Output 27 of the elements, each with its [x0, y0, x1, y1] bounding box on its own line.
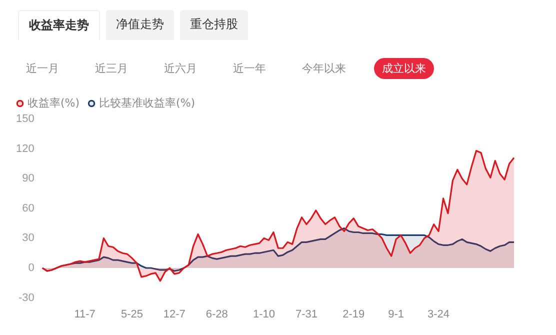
y-tick-label: 150 — [16, 113, 34, 126]
y-tick-label: 120 — [16, 142, 34, 155]
x-tick-label: 1-10 — [253, 308, 276, 320]
x-tick-label: 7-31 — [295, 308, 318, 320]
legend-label: 收益率(%) — [28, 96, 80, 110]
x-tick-label: 12-7 — [163, 308, 186, 320]
y-tick-label: 90 — [22, 172, 34, 185]
text: 重仓持股 — [180, 10, 248, 40]
x-tick-label: 2-19 — [342, 308, 365, 320]
text: 近一年 — [232, 61, 267, 77]
y-tick-label: 60 — [22, 202, 34, 214]
x-tick-label: 3-24 — [428, 308, 450, 320]
text: 今年以来 — [301, 61, 347, 77]
text: 近一月 — [25, 61, 60, 77]
text: 近六月 — [163, 61, 198, 77]
x-tick-label: 11-7 — [74, 308, 96, 320]
x-tick-label: 6-28 — [206, 308, 228, 320]
text: 成立以来 — [374, 58, 434, 79]
legend-label: 比较基准收益率(%) — [99, 96, 196, 110]
y-tick-label: -30 — [18, 292, 34, 304]
x-tick-label: 9-1 — [388, 308, 404, 320]
x-tick-label: 5-25 — [120, 308, 143, 320]
y-tick-label: 0 — [28, 262, 34, 274]
text: 收益率走势 — [18, 10, 100, 40]
text: 净值走势 — [106, 10, 174, 40]
y-tick-label: 30 — [22, 232, 34, 244]
text: 近三月 — [94, 61, 129, 77]
